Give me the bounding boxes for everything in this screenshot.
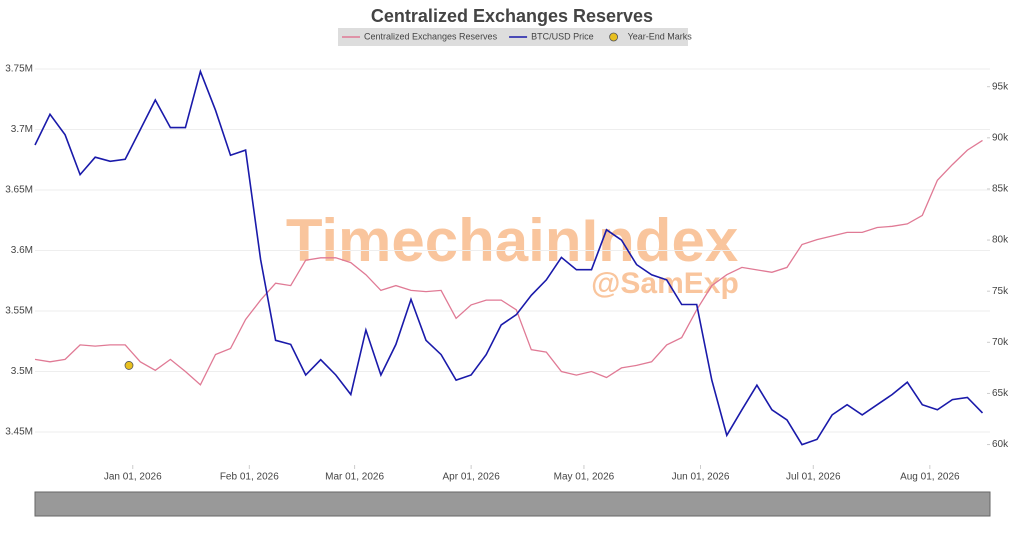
chart-title: Centralized Exchanges Reserves	[371, 6, 653, 26]
legend-label: Centralized Exchanges Reserves	[364, 31, 498, 41]
navigator-frame	[34, 491, 991, 517]
y-tick-label: 3.75M	[5, 64, 33, 75]
y2-tick-label: 60k	[992, 439, 1009, 450]
y2-tick-label: 80k	[992, 235, 1009, 246]
x-tick-label: Jul 01, 2026	[786, 472, 841, 483]
x-tick-label: Feb 01, 2026	[220, 472, 279, 483]
y-tick-label: 3.6M	[11, 245, 33, 256]
y2-tick-label: 90k	[992, 132, 1009, 143]
y-tick-label: 3.7M	[11, 124, 33, 135]
legend-label: BTC/USD Price	[531, 31, 594, 41]
series-line	[34, 139, 983, 386]
watermark: TimechainIndex	[286, 207, 738, 274]
legend-marker	[609, 32, 618, 42]
x-tick-label: Mar 01, 2026	[325, 472, 384, 483]
y2-tick-label: 75k	[992, 286, 1009, 297]
y-tick-label: 3.65M	[5, 185, 33, 196]
y-tick-label: 3.5M	[11, 366, 33, 377]
y2-tick-label: 70k	[992, 337, 1009, 348]
x-tick-label: May 01, 2026	[554, 472, 615, 483]
y2-tick-label: 95k	[992, 81, 1009, 92]
legend-label: Year-End Marks	[628, 31, 693, 41]
y2-tick-label: 85k	[992, 184, 1009, 195]
x-tick-label: Jan 01, 2026	[104, 472, 162, 483]
navigator	[35, 492, 990, 516]
series-line	[34, 68, 984, 446]
x-tick-label: Jun 01, 2026	[672, 472, 730, 483]
marker	[124, 361, 134, 370]
watermark: @SamExp	[591, 267, 739, 300]
x-tick-label: Apr 01, 2026	[443, 472, 501, 483]
x-tick-label: Aug 01, 2026	[900, 472, 960, 483]
y-tick-label: 3.55M	[5, 306, 33, 317]
y2-tick-label: 65k	[992, 388, 1009, 399]
y-tick-label: 3.45M	[5, 427, 33, 438]
